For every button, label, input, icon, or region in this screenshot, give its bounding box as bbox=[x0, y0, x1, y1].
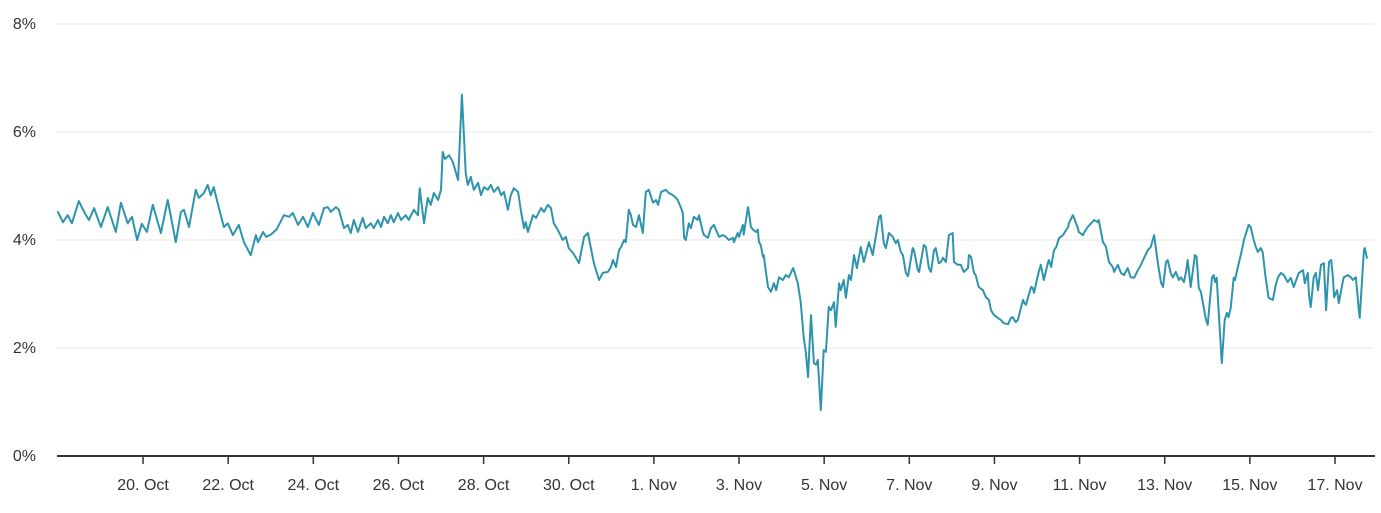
x-axis-label: 1. Nov bbox=[631, 477, 677, 494]
x-axis-label: 17. Nov bbox=[1307, 477, 1362, 494]
x-axis-label: 13. Nov bbox=[1137, 477, 1192, 494]
gridlines bbox=[57, 23, 1374, 349]
y-axis-label: 0% bbox=[13, 448, 36, 465]
x-axis-label: 24. Oct bbox=[288, 477, 340, 494]
y-axis-label: 4% bbox=[13, 232, 36, 249]
series-layer bbox=[56, 93, 1368, 412]
series-line[interactable] bbox=[56, 93, 1368, 412]
x-axis-label: 5. Nov bbox=[801, 477, 847, 494]
x-axis-label: 7. Nov bbox=[886, 477, 932, 494]
x-axis-label: 30. Oct bbox=[543, 477, 595, 494]
y-axis-label: 2% bbox=[13, 340, 36, 357]
x-axis-label: 9. Nov bbox=[971, 477, 1017, 494]
x-axis-label: 26. Oct bbox=[373, 477, 425, 494]
x-axis-labels: 20. Oct 22. Oct 24. Oct 26. Oct 28. Oct 30. O… bbox=[117, 477, 1362, 494]
y-axis-labels: 0% 2% 4% 6% 8% bbox=[13, 16, 36, 465]
x-axis-label: 3. Nov bbox=[716, 477, 762, 494]
x-axis-label: 15. Nov bbox=[1222, 477, 1277, 494]
x-axis-label: 28. Oct bbox=[458, 477, 510, 494]
x-axis-label: 11. Nov bbox=[1053, 477, 1107, 494]
x-axis bbox=[57, 455, 1375, 464]
x-axis-label: 22. Oct bbox=[202, 477, 254, 494]
y-axis-label: 8% bbox=[13, 16, 36, 33]
x-axis-label: 20. Oct bbox=[117, 477, 169, 494]
y-axis-label: 6% bbox=[13, 124, 36, 141]
